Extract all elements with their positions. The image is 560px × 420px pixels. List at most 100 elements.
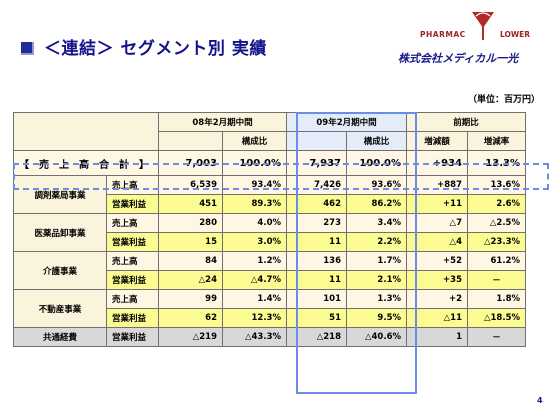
table-row: 医薬品卸事業 売上高 280 4.0% 273 3.4% △7 △2.5% — [13, 213, 526, 252]
cell-v09: 7,426 — [286, 175, 347, 195]
cell-r08: 1.4% — [222, 289, 287, 309]
cell-diff: +35 — [406, 270, 468, 290]
metric-label: 営業利益 — [106, 327, 159, 347]
header-blank-09 — [286, 131, 347, 151]
cell-rate: 13.6% — [467, 175, 526, 195]
header-row-1: 08年2月期中間 09年2月期中間 前期比 — [13, 112, 526, 151]
header-ratio-09: 構成比 — [346, 131, 407, 151]
cell-diff: +52 — [406, 251, 468, 271]
cell-v09: 462 — [286, 194, 347, 214]
cell-v08: 84 — [158, 251, 223, 271]
cell-rate: － — [467, 270, 526, 290]
cell-v08: 6,539 — [158, 175, 223, 195]
metric-label: 売上高 — [106, 175, 159, 195]
cell-v09: 101 — [286, 289, 347, 309]
cell-v08: △24 — [158, 270, 223, 290]
cell-r09: 93.6% — [346, 175, 407, 195]
cell-v08: △219 — [158, 327, 223, 347]
total-rate: 13.3% — [467, 150, 526, 176]
cell-rate: 2.6% — [467, 194, 526, 214]
cell-v08: 451 — [158, 194, 223, 214]
metric-label: 営業利益 — [106, 308, 159, 328]
cell-v09: 11 — [286, 232, 347, 252]
cell-r08: △43.3% — [222, 327, 287, 347]
table-row: 営業利益 62 12.3% 51 9.5% △11 △18.5% — [14, 308, 526, 328]
cell-r09: △40.6% — [346, 327, 407, 347]
total-v09: 7,937 — [286, 150, 347, 176]
cell-v08: 62 — [158, 308, 223, 328]
cell-r09: 2.1% — [346, 270, 407, 290]
cell-v09: △218 — [286, 327, 347, 347]
metric-label: 売上高 — [106, 289, 159, 309]
cell-r08: 3.0% — [222, 232, 287, 252]
metric-label: 営業利益 — [106, 194, 159, 214]
header-period-09: 09年2月期中間 — [286, 112, 407, 132]
page-title: ＜連結＞ セグメント別 実績 — [44, 39, 267, 59]
cell-r09: 9.5% — [346, 308, 407, 328]
segment-name: 医薬品卸事業 — [13, 213, 107, 252]
total-label: 【 売 上 高 合 計 】 — [13, 150, 159, 176]
header-row-2: 構成比 構成比 増減額 増減率 — [14, 131, 526, 151]
cell-rate: 1.8% — [467, 289, 526, 309]
company-name: 株式会社メディカル一光 — [398, 52, 519, 65]
segment-name: 調剤薬局事業 — [13, 175, 107, 214]
header-diff: 前期比 — [406, 112, 526, 132]
company-logo: PHARMAC LOWER 株式会社メディカル一光 — [398, 8, 548, 72]
logo-text-left: PHARMAC — [420, 30, 466, 39]
cell-r09: 2.2% — [346, 232, 407, 252]
header-period-08: 08年2月期中間 — [158, 112, 287, 132]
cell-diff: +887 — [406, 175, 468, 195]
segment-name: 介護事業 — [13, 251, 107, 290]
cell-diff: +2 — [406, 289, 468, 309]
table-row: 不動産事業 売上高 99 1.4% 101 1.3% +2 1.8% — [13, 289, 526, 328]
logo-text-right: LOWER — [500, 30, 531, 39]
cell-rate: △2.5% — [467, 213, 526, 233]
cell-v09: 51 — [286, 308, 347, 328]
cell-r08: △4.7% — [222, 270, 287, 290]
header-amount: 増減額 — [406, 131, 468, 151]
segment-name: 不動産事業 — [13, 289, 107, 328]
table-row: 調剤薬局事業 売上高 6,539 93.4% 7,426 93.6% +887 … — [13, 175, 526, 214]
cell-v08: 15 — [158, 232, 223, 252]
metric-label: 売上高 — [106, 213, 159, 233]
cell-diff: △7 — [406, 213, 468, 233]
cell-r08: 89.3% — [222, 194, 287, 214]
cell-r09: 3.4% — [346, 213, 407, 233]
cell-r09: 86.2% — [346, 194, 407, 214]
header-corner — [13, 112, 159, 151]
cell-rate: － — [467, 327, 526, 347]
cell-rate: △18.5% — [467, 308, 526, 328]
header-ratio-08: 構成比 — [222, 131, 287, 151]
total-v08: 7,003 — [158, 150, 223, 176]
cell-v09: 136 — [286, 251, 347, 271]
cell-diff: 1 — [406, 327, 468, 347]
table-row: 介護事業 売上高 84 1.2% 136 1.7% +52 61.2% — [13, 251, 526, 290]
header-blank-08 — [158, 131, 223, 151]
metric-label: 営業利益 — [106, 270, 159, 290]
cell-v09: 11 — [286, 270, 347, 290]
metric-label: 営業利益 — [106, 232, 159, 252]
total-diff: +934 — [406, 150, 468, 176]
cell-r09: 1.3% — [346, 289, 407, 309]
table-row: 営業利益 △24 △4.7% 11 2.1% +35 － — [14, 270, 526, 290]
total-row: 【 売 上 高 合 計 】 7,003 100.0% 7,937 100.0% … — [13, 150, 526, 176]
cell-v08: 280 — [158, 213, 223, 233]
title-bullet-icon — [21, 42, 34, 55]
total-r09: 100.0% — [346, 150, 407, 176]
metric-label: 売上高 — [106, 251, 159, 271]
unit-label: （単位：百万円） — [468, 95, 541, 105]
cell-diff: △11 — [406, 308, 468, 328]
cell-diff: +11 — [406, 194, 468, 214]
page-number: 4 — [537, 396, 543, 405]
table-row: 営業利益 15 3.0% 11 2.2% △4 △23.3% — [14, 232, 526, 252]
cell-r08: 12.3% — [222, 308, 287, 328]
common-row: 共通経費 営業利益 △219 △43.3% △218 △40.6% 1 － — [13, 327, 526, 347]
cell-r09: 1.7% — [346, 251, 407, 271]
cell-rate: 61.2% — [467, 251, 526, 271]
cell-r08: 93.4% — [222, 175, 287, 195]
cell-diff: △4 — [406, 232, 468, 252]
flower-logo-icon — [472, 12, 494, 40]
cell-r08: 1.2% — [222, 251, 287, 271]
cell-v08: 99 — [158, 289, 223, 309]
total-r08: 100.0% — [222, 150, 287, 176]
